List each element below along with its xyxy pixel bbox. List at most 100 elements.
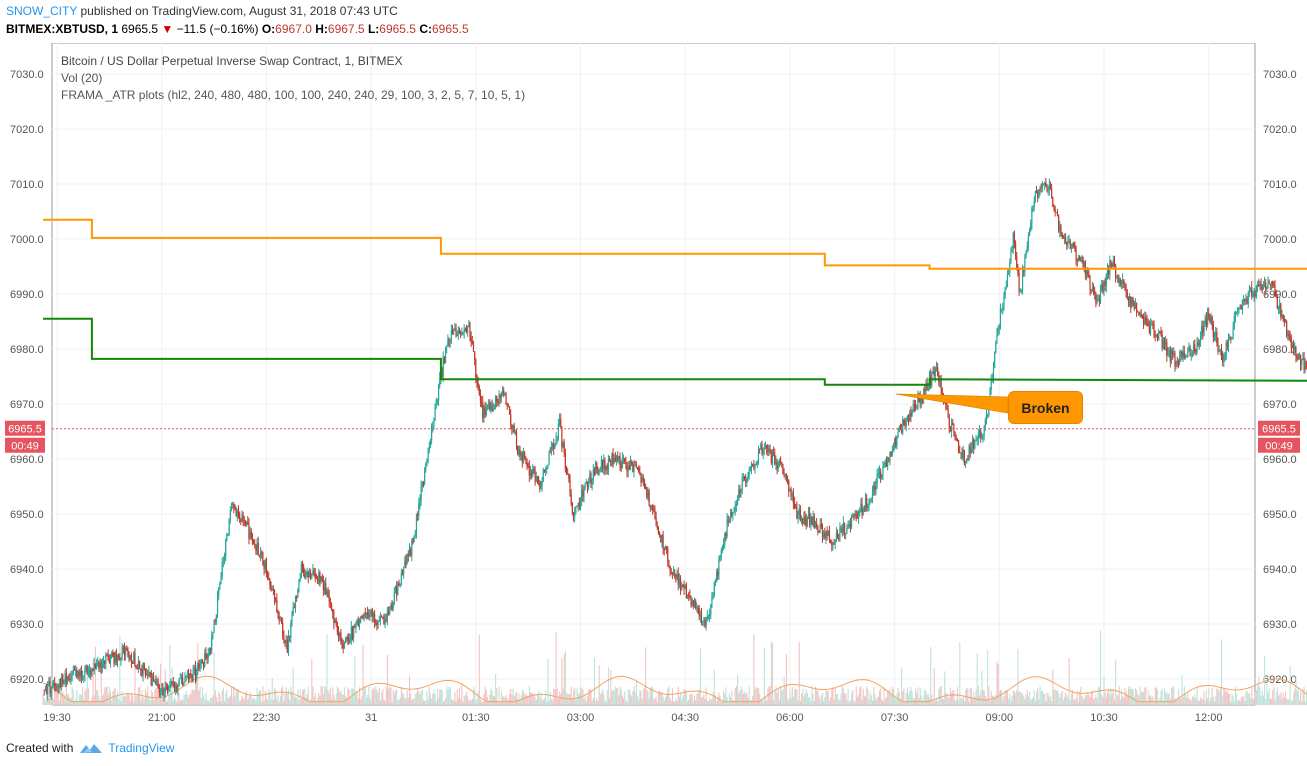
volume-bar (513, 695, 515, 705)
tradingview-link[interactable]: TradingView (79, 741, 174, 755)
candle-body (863, 509, 865, 511)
y-tick-label-right: 6930.0 (1263, 619, 1297, 631)
candle-body (1211, 316, 1213, 324)
volume-bar (46, 695, 48, 705)
candle-body (786, 477, 789, 481)
volume-bar (1113, 699, 1116, 705)
candle-body (543, 469, 546, 472)
volume-bar (263, 700, 265, 705)
volume-bar (845, 693, 847, 705)
candle-body (1198, 340, 1200, 346)
volume-bar (298, 699, 300, 705)
volume-bar (948, 697, 950, 705)
candle-body (443, 356, 445, 363)
candle-body (951, 422, 953, 432)
volume-bar (991, 696, 993, 705)
candle-body (910, 412, 912, 417)
volume-bar (728, 693, 731, 705)
volume-bar (1274, 700, 1276, 705)
candle-body (732, 512, 734, 516)
volume-bar (616, 688, 618, 705)
volume-bar (995, 694, 997, 705)
candle-body (556, 437, 558, 439)
broken-callout[interactable]: Broken (1008, 391, 1083, 424)
volume-bar (1177, 689, 1180, 705)
candle-body (600, 459, 603, 468)
volume-bar (989, 701, 991, 705)
candle-body (393, 591, 395, 602)
volume-bar (54, 691, 56, 705)
candle-body (739, 489, 741, 493)
volume-bar (990, 690, 992, 705)
volume-bar (1288, 699, 1290, 705)
candle-body (1066, 241, 1068, 246)
candle-body (706, 616, 708, 621)
volume-bar (1090, 692, 1092, 705)
candle-body (840, 527, 842, 529)
candle-body (290, 623, 292, 638)
candle-body (200, 659, 202, 665)
volume-bar (383, 699, 385, 705)
volume-bar (632, 690, 634, 705)
volume-bar (919, 687, 921, 705)
candle-body (222, 562, 224, 563)
volume-bar (156, 687, 158, 705)
candle-body (47, 684, 49, 695)
volume-bar (1153, 701, 1155, 705)
candle-body (52, 683, 55, 687)
volume-bar (346, 698, 348, 705)
volume-bar (1031, 698, 1033, 705)
volume-bar (479, 699, 482, 705)
volume-bar (654, 698, 656, 705)
candle-body (166, 688, 169, 691)
candle-body (534, 472, 536, 482)
volume-bar (440, 688, 442, 705)
candle-body (1059, 225, 1061, 232)
candle-body (207, 652, 209, 659)
candle-body (1258, 284, 1260, 286)
countdown-tag-left-bg (5, 437, 45, 453)
candle-body (703, 620, 705, 622)
candle-body (770, 451, 772, 464)
candle-body (874, 485, 876, 490)
candle-body (726, 519, 728, 536)
candle-body (209, 647, 212, 652)
candle-body (683, 586, 685, 589)
volume-bar (262, 686, 264, 705)
volume-bar (695, 700, 697, 705)
volume-bar (85, 688, 87, 705)
candle-body (323, 582, 326, 591)
author-link[interactable]: SNOW_CITY (6, 4, 78, 18)
candle-body (748, 470, 750, 477)
candle-body (1230, 336, 1232, 339)
volume-bar (226, 689, 228, 705)
volume-bar (73, 701, 76, 705)
volume-bar (96, 689, 98, 705)
volume-bar (976, 653, 978, 705)
chart-area[interactable]: 7030.0 7030.0 7020.0 7020.0 7010.0 7010.0 7000… (0, 42, 1307, 731)
volume-bar (1267, 692, 1269, 705)
volume-bar (405, 699, 407, 705)
volume-bar (620, 689, 622, 705)
volume-bar (887, 691, 889, 705)
candle-body (391, 604, 393, 609)
volume-bar (318, 693, 320, 705)
volume-bar (1201, 698, 1203, 705)
candle-body (461, 332, 463, 335)
candle-body (325, 582, 327, 595)
volume-bar (923, 695, 925, 705)
y-tick-label-right: 7010.0 (1263, 179, 1297, 191)
legend-volume: Vol (20) (61, 71, 103, 85)
candle-body (838, 538, 840, 540)
candle-body (1070, 247, 1073, 249)
volume-bar (1173, 686, 1175, 705)
candle-body (1173, 353, 1175, 355)
candle-body (401, 573, 404, 575)
volume-bar (505, 695, 507, 705)
candle-body (987, 415, 989, 417)
volume-bar (946, 693, 948, 705)
candle-body (63, 680, 65, 684)
volume-bar (970, 688, 972, 705)
volume-bar (804, 693, 806, 705)
